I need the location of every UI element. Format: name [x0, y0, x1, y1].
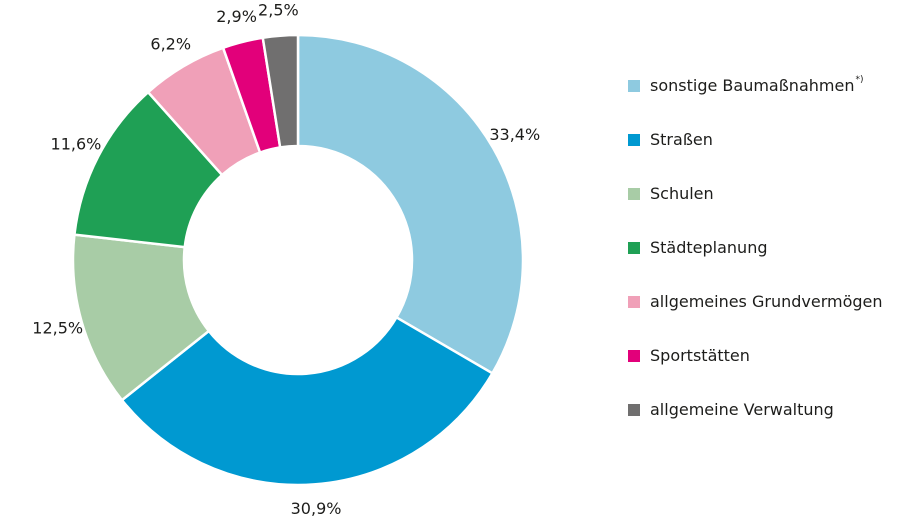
data-label: 6,2%	[150, 34, 191, 53]
legend-label: Straßen	[650, 130, 713, 149]
legend-label-text: Schulen	[650, 184, 714, 203]
legend-swatch	[628, 242, 640, 254]
legend-swatch	[628, 188, 640, 200]
legend-label-text: Straßen	[650, 130, 713, 149]
slice	[120, 315, 495, 487]
legend-swatch	[628, 404, 640, 416]
data-label: 30,9%	[291, 499, 342, 518]
legend-swatch	[628, 134, 640, 146]
slice	[296, 33, 525, 376]
legend-label-text: Sportstätten	[650, 346, 750, 365]
legend-label-text: allgemeines Grundvermögen	[650, 292, 883, 311]
slice	[261, 33, 300, 149]
legend-label: allgemeines Grundvermögen	[650, 292, 883, 311]
legend-swatch	[628, 80, 640, 92]
legend-label: sonstige Baumaßnahmen*)	[650, 75, 863, 95]
legend-swatch	[628, 296, 640, 308]
legend-swatch	[628, 350, 640, 362]
legend-label: Schulen	[650, 184, 714, 203]
legend-label: Städteplanung	[650, 238, 768, 257]
legend-label-text: Städteplanung	[650, 238, 768, 257]
legend-label-text: allgemeine Verwaltung	[650, 400, 834, 419]
data-label: 33,4%	[489, 125, 540, 144]
data-label: 12,5%	[32, 318, 83, 337]
legend-label: allgemeine Verwaltung	[650, 400, 834, 419]
data-label: 2,5%	[258, 0, 299, 19]
data-label: 11,6%	[51, 135, 102, 154]
data-label: 2,9%	[216, 7, 257, 26]
footnote-mark: *)	[855, 75, 863, 85]
legend-label: Sportstätten	[650, 346, 750, 365]
legend-label-text: sonstige Baumaßnahmen	[650, 76, 854, 95]
